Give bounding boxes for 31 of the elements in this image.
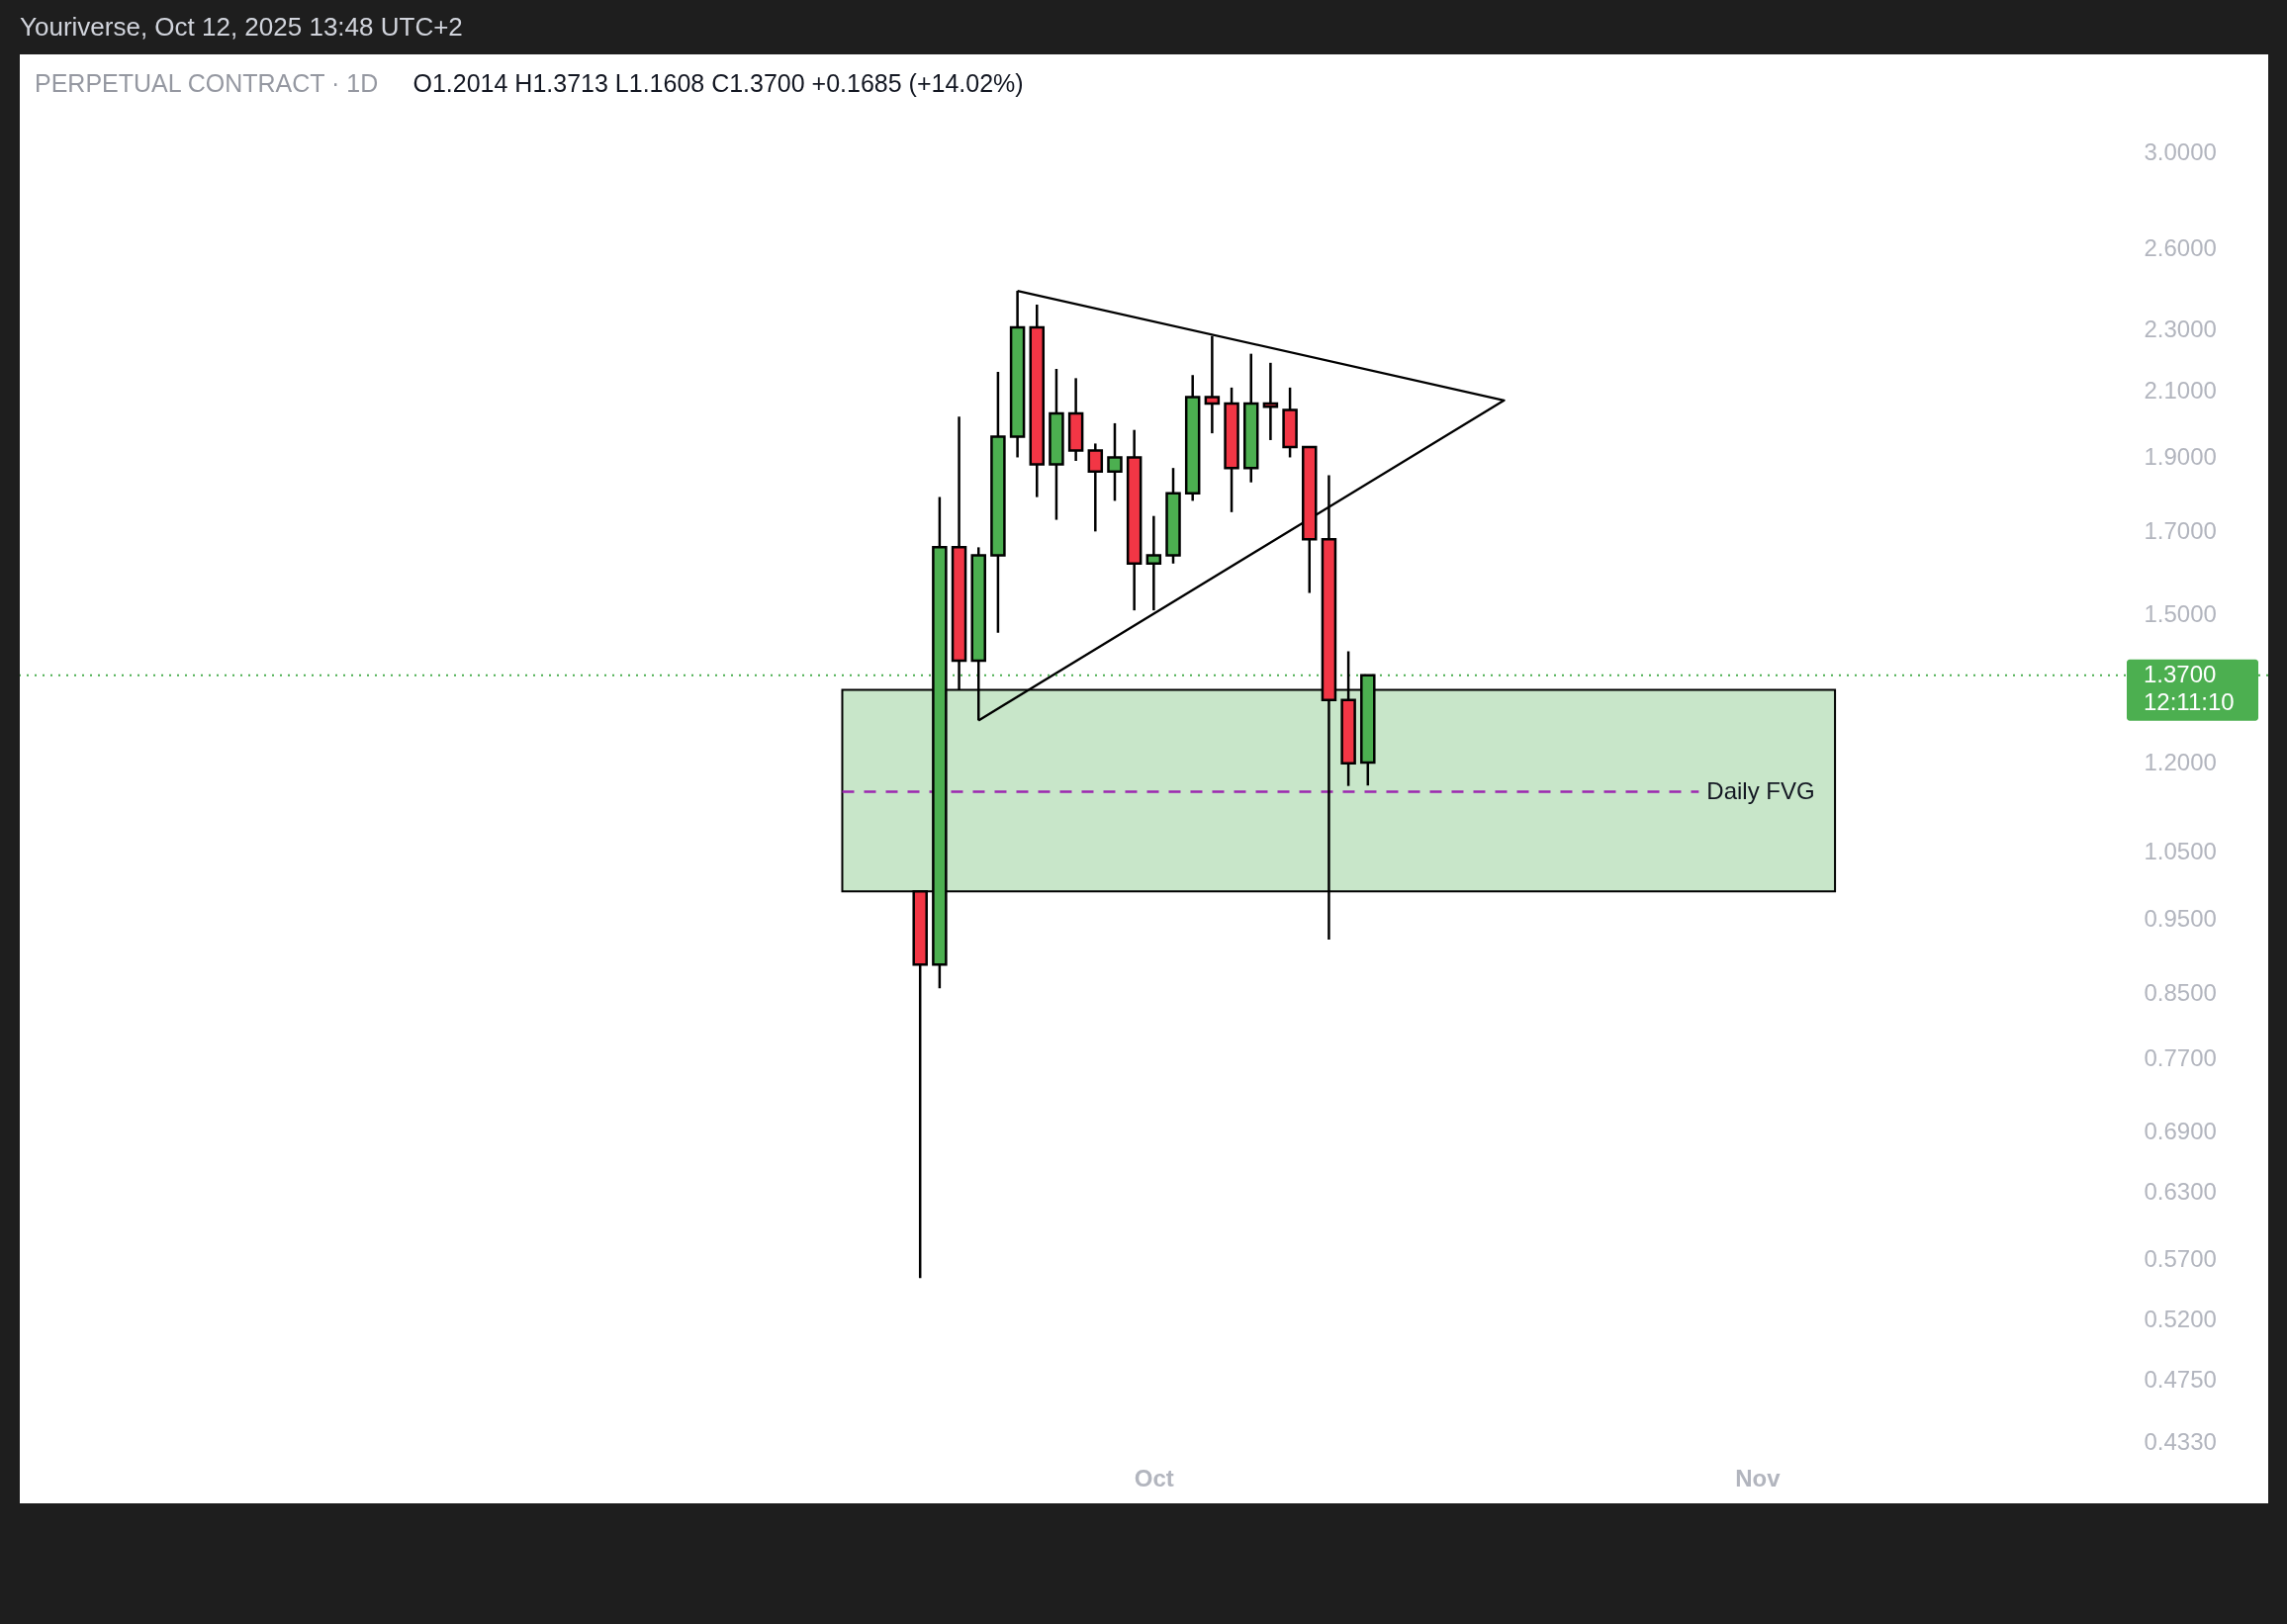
x-tick-label: Nov [1735,1464,1782,1491]
y-tick-label: 1.0500 [2144,838,2217,865]
y-tick-label: 1.7000 [2144,516,2217,544]
y-tick-label: 2.6000 [2144,233,2217,261]
candlestick [1262,361,1279,442]
x-tick-label: Oct [1134,1464,1174,1491]
y-tick-label: 2.3000 [2144,316,2217,343]
candlestick [1145,514,1162,612]
y-tick-label: 0.4750 [2144,1366,2217,1394]
y-tick-label: 1.5000 [2144,600,2217,628]
candlestick [1204,334,1221,435]
y-tick-label: 0.5700 [2144,1244,2217,1272]
y-tick-label: 2.1000 [2144,376,2217,404]
annotation: 12:11:10 [2144,687,2235,715]
y-tick-label: 3.0000 [2144,138,2217,166]
text: PERPETUAL CONTRACT · 1D [35,69,379,97]
y-tick-label: 0.6300 [2144,1178,2217,1206]
series-label: Daily FVG [1706,776,1815,804]
text: Youriverse, Oct 12, 2025 13:48 UTC+2 [20,12,463,42]
y-tick-label: 0.7700 [2144,1044,2217,1072]
y-tick-label: 0.8500 [2144,978,2217,1006]
y-tick-label: 0.9500 [2144,904,2217,932]
y-tick-label: 0.5200 [2144,1306,2217,1333]
y-tick-label: 0.6900 [2144,1117,2217,1144]
candlestick [1107,421,1123,502]
y-tick-label: 1.9000 [2144,442,2217,470]
text: O1.2014 H1.3713 L1.1608 C1.3700 +0.1685 (+14.02%) [412,69,1024,97]
ref-line-label: 1.3700 [2144,660,2217,687]
y-tick-label: 1.2000 [2144,749,2217,776]
y-tick-label: 0.4330 [2144,1427,2217,1455]
candlestick [1087,442,1104,533]
